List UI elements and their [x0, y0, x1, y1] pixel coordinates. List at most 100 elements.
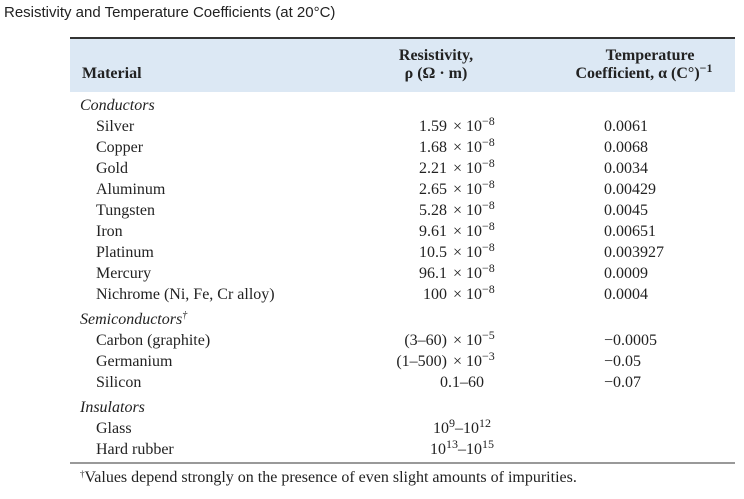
resistivity-exp: −3 [482, 349, 495, 363]
alpha: 0.003927 [604, 244, 664, 261]
resistivity-coef: 1.59 [419, 118, 447, 135]
resistivity-coef: 9.61 [419, 223, 447, 240]
resistivity-exp: −8 [482, 177, 495, 191]
title: Resistivity and Temperature Coefficients… [4, 4, 335, 21]
resistivity-text: 0.1–60 [440, 374, 484, 391]
material: Platinum [96, 244, 154, 261]
material: Tungsten [96, 202, 155, 219]
material: Silver [96, 118, 135, 135]
resistivity-power: × 10−8 [453, 219, 495, 240]
header-coefficient: Coefficient, α (C°)−1 [575, 61, 712, 82]
resistivity-coef: 100 [423, 286, 447, 303]
resistivity-power: × 10−8 [453, 114, 495, 135]
resistivity-text: –10 [454, 420, 479, 437]
resistivity-base: × 10 [453, 265, 482, 282]
alpha: 0.00429 [604, 181, 656, 198]
resistivity-exp: −8 [482, 261, 495, 275]
material: Mercury [96, 265, 151, 282]
material: Hard rubber [96, 441, 174, 458]
section-name: Conductors [80, 97, 155, 114]
resistivity-power: × 10−5 [453, 328, 495, 349]
resistivity-exp: −8 [482, 240, 495, 254]
resistivity-exp: 9 [449, 416, 455, 430]
material: Glass [96, 420, 132, 437]
resistivity: 0.1–60 [440, 374, 484, 391]
resistivity-coef: 96.1 [419, 265, 447, 282]
resistivity-base: × 10 [453, 181, 482, 198]
resistivity-exp: 13 [446, 437, 458, 451]
material: Nichrome (Ni, Fe, Cr alloy) [96, 286, 275, 303]
section-name-text: Semiconductors [80, 311, 182, 328]
resistivity-exp: −8 [482, 156, 495, 170]
material: Gold [96, 160, 128, 177]
resistivity-exp: 12 [479, 416, 491, 430]
resistivity: 1013–1015 [430, 437, 494, 458]
resistivity-base: × 10 [453, 353, 482, 370]
material: Copper [96, 139, 144, 156]
resistivity-base: × 10 [453, 244, 482, 261]
alpha: 0.0034 [604, 160, 648, 177]
resistivity-power: × 10−8 [453, 240, 495, 261]
resistivity-power: × 10−8 [453, 177, 495, 198]
resistivity-coef: 2.65 [419, 181, 447, 198]
resistivity-text: –10 [457, 441, 482, 458]
resistivity-exp: −8 [482, 198, 495, 212]
alpha: 0.0068 [604, 139, 648, 156]
resistivity-coef: 10.5 [419, 244, 447, 261]
header-band [70, 38, 735, 92]
header-resistivity: ρ (Ω · m) [405, 65, 468, 82]
resistivity-text: 10 [433, 420, 449, 437]
resistivity-power: × 10−8 [453, 135, 495, 156]
header-resistivity: Resistivity, [399, 47, 473, 64]
resistivity-exp: 15 [482, 437, 494, 451]
resistivity-exp: −5 [482, 328, 495, 342]
resistivity-base: × 10 [453, 139, 482, 156]
section-name: Semiconductors† [80, 310, 188, 328]
material: Silicon [96, 374, 141, 391]
resistivity-base: × 10 [453, 118, 482, 135]
section-name: Insulators [79, 399, 145, 416]
resistivity-power: × 10−8 [453, 156, 495, 177]
material: Iron [96, 223, 123, 240]
section-name-text: Insulators [79, 399, 145, 416]
header-coefficient: Temperature [606, 47, 695, 64]
resistivity-base: × 10 [453, 223, 482, 240]
alpha: −0.0005 [604, 332, 657, 349]
resistivity-coef: 5.28 [419, 202, 447, 219]
footnote-text: Values depend strongly on the presence o… [85, 469, 577, 486]
alpha: 0.0004 [604, 286, 648, 303]
material: Carbon (graphite) [96, 332, 210, 349]
resistivity-power: × 10−8 [453, 282, 495, 303]
header-coefficient-exp: −1 [700, 61, 713, 75]
header-material: Material [82, 65, 142, 82]
alpha: −0.07 [604, 374, 641, 391]
resistivity-coef: (3–60) [404, 332, 447, 349]
resistivity-coef: (1–500) [396, 353, 447, 370]
section-name-text: Conductors [80, 97, 155, 114]
footnote-mark: † [80, 469, 85, 479]
material: Germanium [96, 353, 173, 370]
resistivity: 109–1012 [433, 416, 491, 437]
resistivity-exp: −8 [482, 219, 495, 233]
alpha: 0.00651 [604, 223, 656, 240]
resistivity-base: × 10 [453, 332, 482, 349]
resistivity-base: × 10 [453, 286, 482, 303]
alpha: −0.05 [604, 353, 641, 370]
resistivity-text: 10 [430, 441, 446, 458]
header-coefficient-text: Coefficient, α (C°) [575, 65, 699, 82]
section-mark: † [182, 310, 188, 321]
resistivity-power: × 10−3 [453, 349, 495, 370]
alpha: 0.0045 [604, 202, 648, 219]
resistivity-exp: −8 [482, 114, 495, 128]
material: Aluminum [96, 181, 166, 198]
resistivity-power: × 10−8 [453, 261, 495, 282]
resistivity-base: × 10 [453, 202, 482, 219]
resistivity-coef: 1.68 [419, 139, 447, 156]
alpha: 0.0009 [604, 265, 648, 282]
resistivity-exp: −8 [482, 282, 495, 296]
resistivity-base: × 10 [453, 160, 482, 177]
resistivity-power: × 10−8 [453, 198, 495, 219]
alpha: 0.0061 [604, 118, 648, 135]
footnote: †Values depend strongly on the presence … [80, 469, 577, 486]
